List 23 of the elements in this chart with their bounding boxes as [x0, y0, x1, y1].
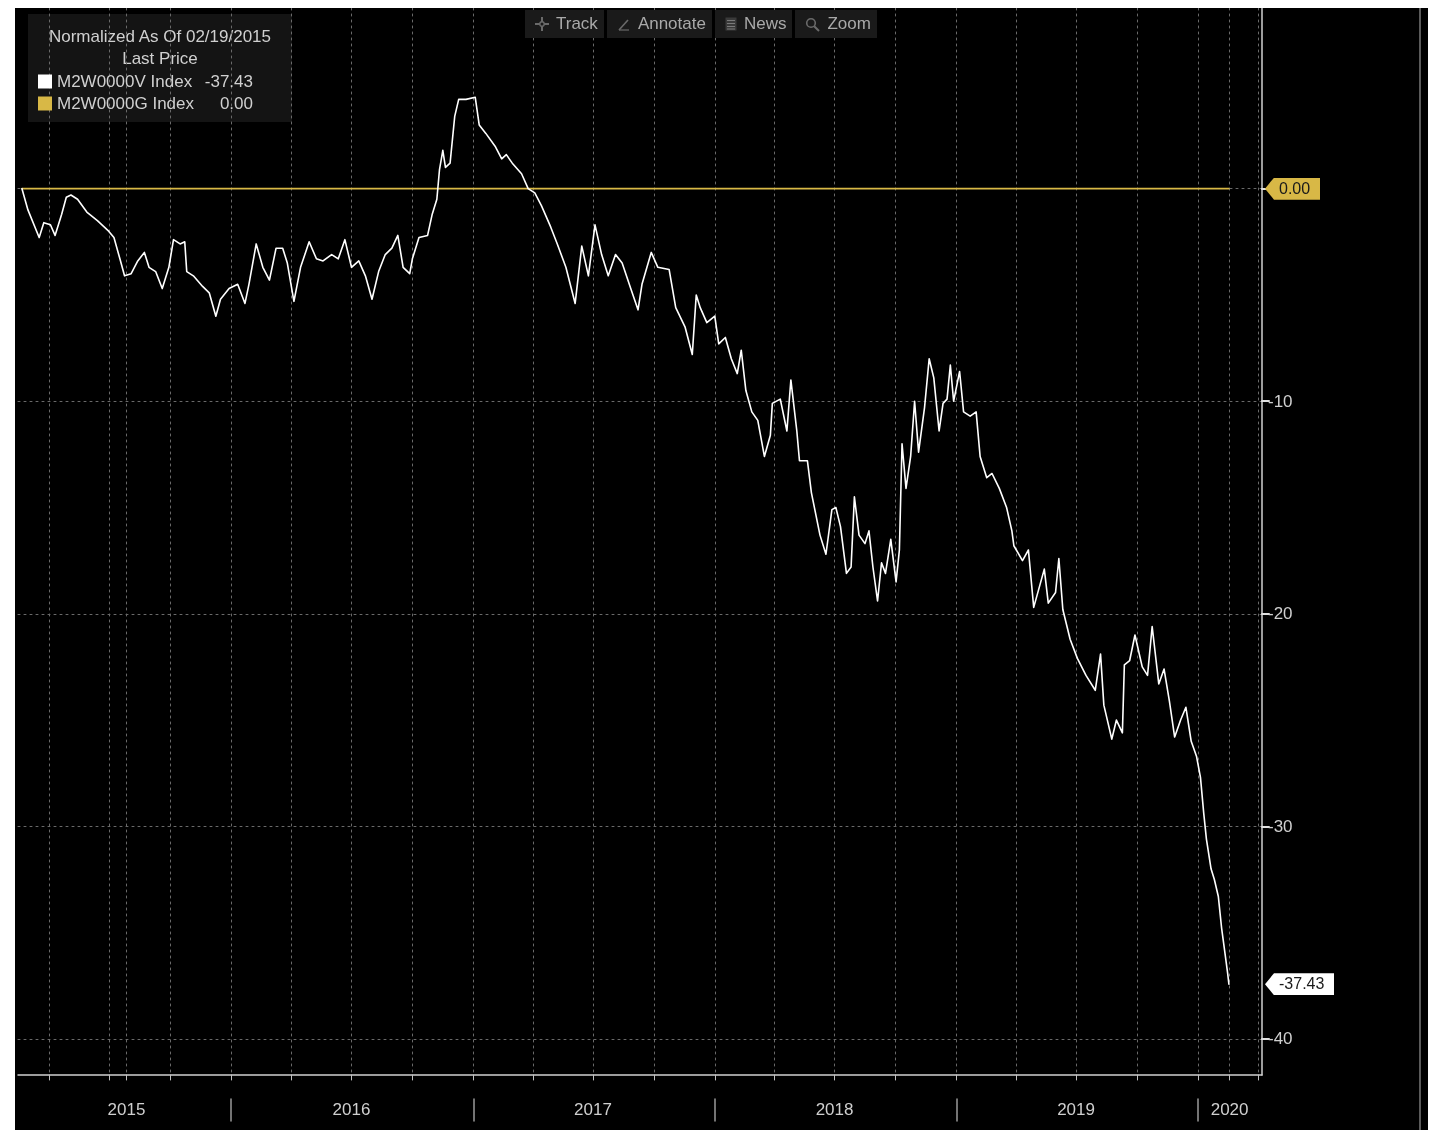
x-tick-label: 2017 [574, 1100, 612, 1119]
legend-label: M2W0000G Index [57, 94, 195, 113]
annotation: -37.43 [204, 72, 253, 91]
annotation: Annotate [637, 14, 706, 34]
y-tick-label: -40 [1268, 1029, 1293, 1049]
x-tick-label: 2018 [815, 1100, 854, 1119]
x-tick-label: 2020 [1210, 1100, 1249, 1119]
text: 0.00 [1279, 179, 1311, 197]
annotation: Last Price [121, 49, 199, 69]
legend-title: Normalized As Of 02/19/2015 [47, 27, 273, 47]
x-tick-label: 2015 [107, 1100, 146, 1119]
legend-label: M2W0000V Index [57, 72, 193, 91]
y-tick-label: -10 [1268, 391, 1293, 411]
text: -37.43 [1279, 975, 1325, 993]
x-tick-label: 2016 [332, 1100, 371, 1119]
x-tick-label: 2019 [1057, 1100, 1095, 1119]
annotation: Track [556, 14, 598, 34]
y-tick-label: -20 [1268, 604, 1293, 624]
annotation: News [743, 14, 787, 34]
line-series [21, 96, 1230, 986]
annotation: 0.00 [219, 94, 253, 113]
y-tick-label: -30 [1268, 816, 1293, 836]
annotation: Zoom [827, 14, 871, 34]
